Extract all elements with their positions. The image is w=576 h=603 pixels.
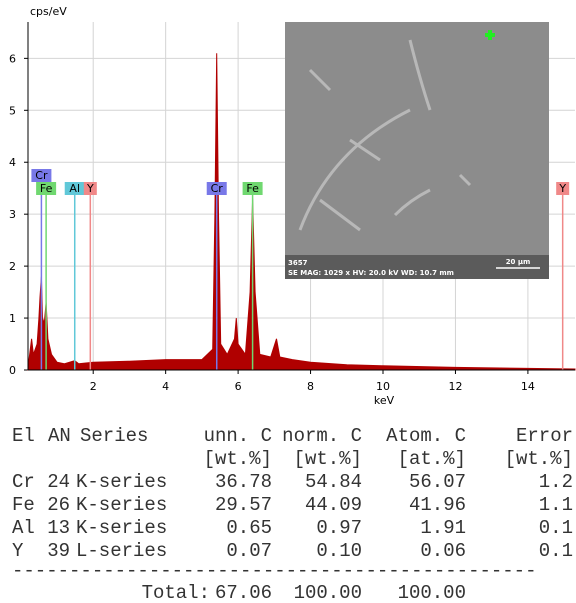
element-label: Fe xyxy=(246,182,259,195)
element-label: Cr xyxy=(35,169,48,182)
image-info: SE MAG: 1029 x HV: 20.0 kV WD: 10.7 mm xyxy=(288,269,454,277)
header-cell: Atom. C xyxy=(386,425,466,447)
header-cell: Series xyxy=(80,425,148,447)
page: cps/eV keV 01234562468101214CrFeAlYCrFeY… xyxy=(0,0,576,603)
y-tick-label: 3 xyxy=(9,208,16,221)
table-cell: 1.2 xyxy=(539,471,573,493)
y-tick-label: 0 xyxy=(9,364,16,377)
separator: ----------------------------------------… xyxy=(12,560,537,582)
table-cell: 56.07 xyxy=(409,471,466,493)
x-axis-label: keV xyxy=(374,394,395,407)
table-cell: K-series xyxy=(76,471,167,493)
table-cell: 0.65 xyxy=(226,517,272,539)
sem-image: 3657 SE MAG: 1029 x HV: 20.0 kV WD: 10.7… xyxy=(285,22,549,279)
table-cell: 1.1 xyxy=(539,494,573,516)
table-cell: Fe xyxy=(12,494,35,516)
x-tick-label: 8 xyxy=(307,380,314,393)
table-cell: 26 xyxy=(47,494,70,516)
unit-cell: [wt.%] xyxy=(505,448,573,470)
table-cell: 41.96 xyxy=(409,494,466,516)
image-background xyxy=(285,22,549,279)
y-tick-label: 5 xyxy=(9,104,16,117)
scale-bar-label: 20 µm xyxy=(506,258,531,266)
total-cell: 100.00 xyxy=(294,582,362,603)
table-cell: 24 xyxy=(47,471,70,493)
element-label: Fe xyxy=(40,182,53,195)
table-cell: 0.97 xyxy=(316,517,362,539)
x-tick-label: 4 xyxy=(162,380,169,393)
element-label: Y xyxy=(86,182,94,195)
table-cell: 29.57 xyxy=(215,494,272,516)
table-cell: Y xyxy=(12,540,24,562)
table-cell: Cr xyxy=(12,471,35,493)
element-label: Cr xyxy=(211,182,224,195)
unit-cell: [wt.%] xyxy=(204,448,272,470)
table-cell: 0.1 xyxy=(539,517,573,539)
table-cell: 39 xyxy=(47,540,70,562)
total-cell: 67.06 xyxy=(215,582,272,603)
y-axis-label: cps/eV xyxy=(30,5,67,18)
window: cps/eV keV 01234562468101214CrFeAlYCrFeY… xyxy=(0,0,576,603)
x-tick-label: 14 xyxy=(521,380,535,393)
table-cell: 0.06 xyxy=(420,540,466,562)
table-cell: 0.07 xyxy=(226,540,272,562)
table-cell: K-series xyxy=(76,494,167,516)
x-tick-label: 2 xyxy=(90,380,97,393)
table-cell: 0.10 xyxy=(316,540,362,562)
header-cell: El xyxy=(12,425,35,447)
y-tick-label: 4 xyxy=(9,156,16,169)
table-cell: 0.1 xyxy=(539,540,573,562)
element-label: Y xyxy=(558,182,566,195)
y-tick-label: 2 xyxy=(9,260,16,273)
total-label: Total: xyxy=(142,582,210,603)
image-id: 3657 xyxy=(288,259,308,267)
unit-cell: [wt.%] xyxy=(294,448,362,470)
x-tick-label: 10 xyxy=(376,380,390,393)
x-tick-label: 12 xyxy=(448,380,462,393)
header-cell: AN xyxy=(48,425,71,447)
total-cell: 100.00 xyxy=(398,582,466,603)
unit-cell: [at.%] xyxy=(398,448,466,470)
table-cell: 44.09 xyxy=(305,494,362,516)
element-label: Al xyxy=(69,182,80,195)
header-cell: norm. C xyxy=(282,425,362,447)
table-cell: K-series xyxy=(76,517,167,539)
table-cell: 1.91 xyxy=(420,517,466,539)
table-cell: 36.78 xyxy=(215,471,272,493)
y-tick-label: 6 xyxy=(9,52,16,65)
header-cell: unn. C xyxy=(204,425,272,447)
table-cell: 13 xyxy=(47,517,70,539)
y-tick-label: 1 xyxy=(9,312,16,325)
header-cell: Error xyxy=(516,425,573,447)
table-cell: Al xyxy=(12,517,35,539)
x-tick-label: 6 xyxy=(235,380,242,393)
table-cell: L-series xyxy=(76,540,167,562)
table-cell: 54.84 xyxy=(305,471,362,493)
